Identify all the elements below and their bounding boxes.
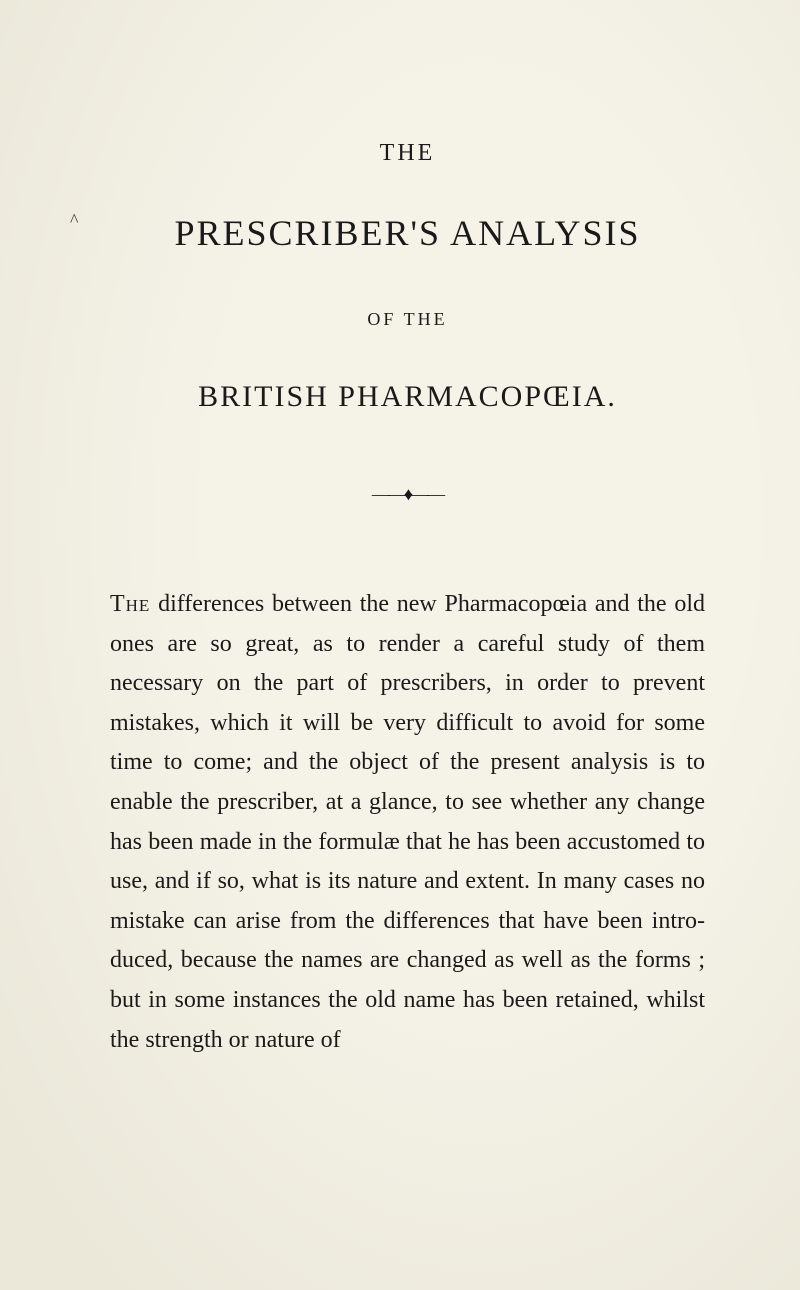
body-text-rest: differences between the new Pharmacopœia…: [110, 591, 705, 1053]
main-title: PRESCRIBER'S ANALYSIS: [110, 212, 705, 254]
divider-ornament: ——♦——: [110, 484, 705, 505]
header-of-the: OF THE: [110, 309, 705, 330]
subtitle: BRITISH PHARMACOPŒIA.: [110, 380, 705, 414]
header-the: THE: [110, 140, 705, 167]
marginal-caret: ^: [70, 210, 78, 231]
first-word-smallcaps: The: [110, 591, 150, 617]
body-paragraph: The differences between the new Pharmaco…: [110, 585, 705, 1060]
